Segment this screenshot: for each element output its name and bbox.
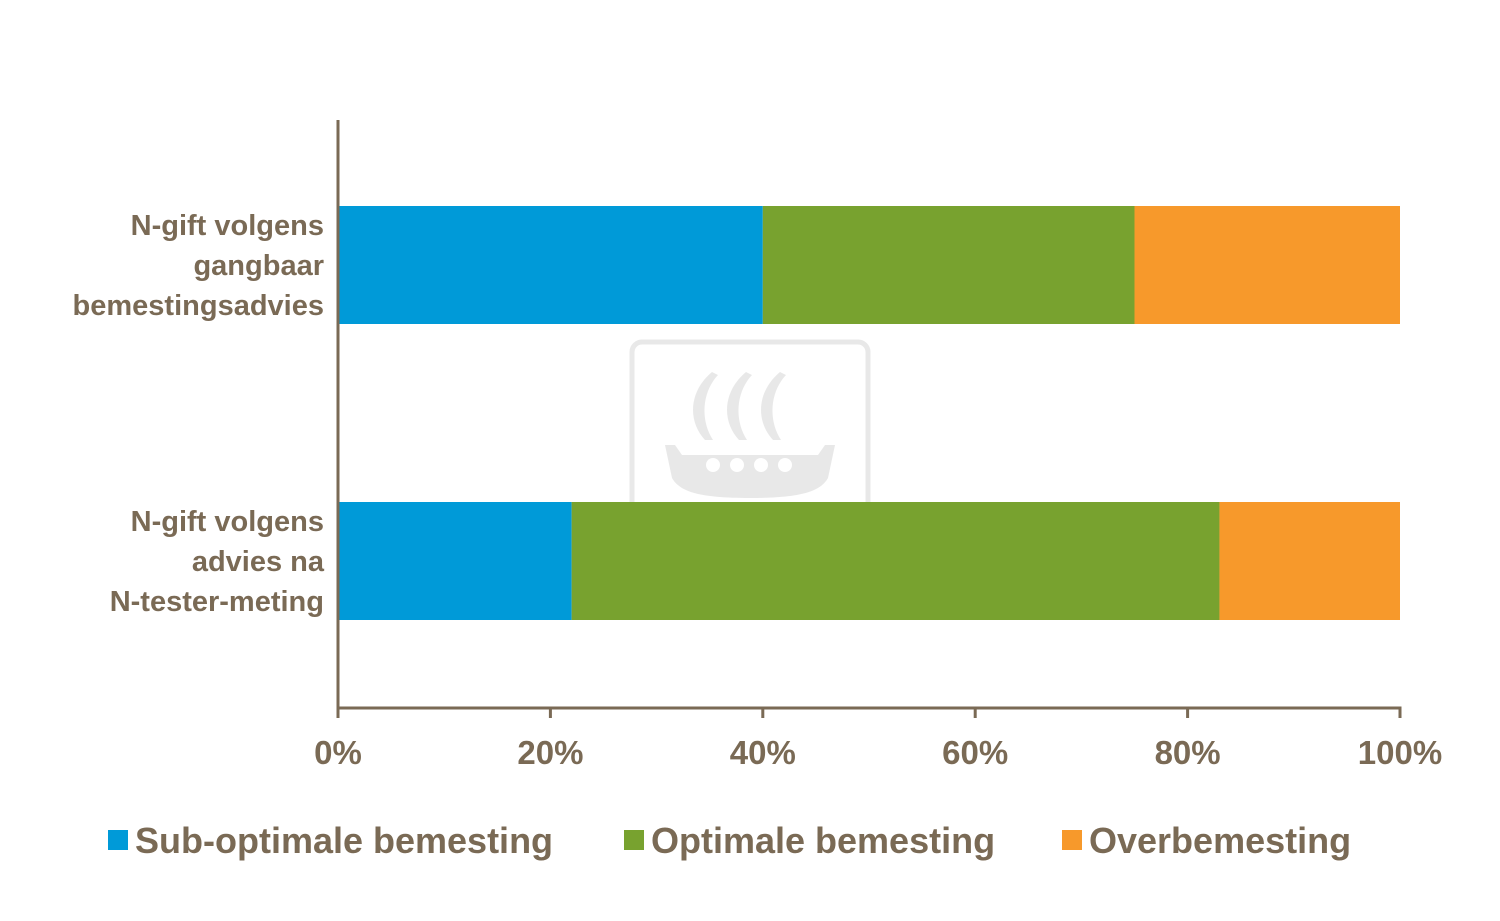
bar-2-sub-optimale-bemesting	[338, 502, 572, 620]
bar-1-sub-optimale-bemesting	[338, 206, 763, 324]
legend-label: Sub-optimale bemesting	[135, 820, 553, 861]
x-tick-label: 60%	[942, 734, 1008, 771]
bar-2-optimale-bemesting	[571, 502, 1220, 620]
legend-swatch	[1062, 830, 1082, 850]
category-label-line: bemestingsadvies	[73, 290, 324, 322]
bar-1-optimale-bemesting	[762, 206, 1135, 324]
x-tick-label: 40%	[730, 734, 796, 771]
bar-2-overbemesting	[1219, 502, 1400, 620]
category-label-line: gangbaar	[193, 250, 324, 282]
bar-1-overbemesting	[1134, 206, 1400, 324]
legend-item: Optimale bemesting	[624, 820, 995, 861]
category-label-line: N-tester-meting	[110, 586, 324, 618]
legend-label: Optimale bemesting	[651, 820, 995, 861]
x-tick-label: 80%	[1155, 734, 1221, 771]
category-label-line: N-gift volgens	[131, 506, 324, 538]
category-label-line: advies na	[192, 546, 325, 578]
legend-swatch	[624, 830, 644, 850]
category-label: N-gift volgens advies na N-tester-meting	[110, 506, 325, 618]
x-tick-label: 0%	[314, 734, 362, 771]
x-tick-label: 20%	[517, 734, 583, 771]
x-tick-label: 100%	[1358, 734, 1442, 771]
legend-label: Overbemesting	[1089, 820, 1351, 861]
category-label: N-gift volgens gangbaar bemestingsadvies	[73, 210, 324, 322]
legend-item: Sub-optimale bemesting	[108, 820, 553, 861]
legend-swatch	[108, 830, 128, 850]
category-label-line: N-gift volgens	[131, 210, 324, 242]
legend-item: Overbemesting	[1062, 820, 1351, 861]
